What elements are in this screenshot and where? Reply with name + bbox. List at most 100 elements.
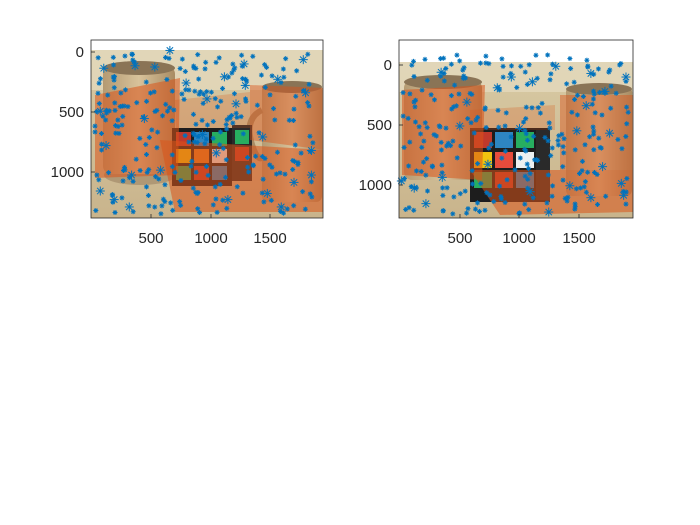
left-texture-marker	[290, 166, 296, 172]
right-keypoint-marker	[525, 187, 535, 197]
right-texture-marker	[411, 58, 417, 64]
right-texture-marker	[617, 62, 623, 68]
right-texture-marker	[624, 176, 630, 182]
right-texture-marker	[484, 190, 490, 196]
right-texture-marker	[514, 84, 520, 90]
left-texture-marker	[234, 114, 240, 120]
right-texture-marker	[533, 157, 539, 163]
right-texture-marker	[623, 134, 629, 140]
right-texture-marker	[592, 110, 598, 116]
left-texture-marker	[160, 113, 166, 119]
right-texture-marker	[422, 56, 428, 62]
left-texture-marker	[226, 114, 232, 120]
left-texture-marker	[193, 121, 199, 127]
left-texture-marker	[196, 76, 202, 82]
left-texture-marker	[103, 107, 109, 113]
left-texture-marker	[129, 51, 135, 57]
right-texture-marker	[527, 171, 533, 177]
left-keypoint-marker	[211, 148, 221, 158]
right-texture-marker	[561, 150, 567, 156]
left-texture-marker	[233, 110, 239, 116]
left-texture-marker	[130, 178, 136, 184]
left-texture-marker	[169, 88, 175, 94]
left-keypoint-marker	[273, 74, 283, 84]
right-x-ticks: 500 1000 1500	[447, 214, 596, 247]
left-texture-marker	[213, 59, 219, 65]
left-texture-marker	[190, 185, 196, 191]
right-texture-marker	[560, 177, 566, 183]
left-texture-marker	[137, 167, 143, 173]
left-texture-marker	[271, 106, 277, 112]
right-texture-marker	[412, 119, 418, 125]
left-texture-marker	[250, 53, 256, 59]
left-keypoint-marker	[276, 202, 286, 212]
right-texture-marker	[438, 139, 444, 145]
right-texture-marker	[608, 105, 614, 111]
left-texture-marker	[164, 76, 170, 82]
left-texture-marker	[143, 141, 149, 147]
right-texture-marker	[591, 88, 597, 94]
right-texture-marker	[433, 133, 439, 139]
right-texture-marker	[599, 112, 605, 118]
right-texture-marker	[400, 113, 406, 119]
left-keypoint-marker	[202, 94, 212, 104]
left-texture-marker	[212, 96, 218, 102]
left-texture-marker	[122, 87, 128, 93]
right-x-tick-label: 1500	[562, 230, 595, 247]
left-keypoint-marker	[124, 202, 134, 212]
left-texture-marker	[120, 113, 126, 119]
left-texture-marker	[269, 73, 275, 79]
left-texture-marker	[278, 209, 284, 215]
left-texture-marker	[92, 129, 98, 135]
left-keypoint-marker	[130, 61, 140, 71]
left-texture-marker	[188, 163, 194, 169]
right-texture-marker	[512, 167, 518, 173]
left-texture-marker	[210, 135, 216, 141]
left-texture-marker	[306, 81, 312, 87]
left-marker-cloud	[92, 51, 316, 217]
left-texture-marker	[121, 103, 127, 109]
right-texture-marker	[488, 141, 494, 147]
left-texture-marker	[119, 122, 125, 128]
right-texture-marker	[458, 143, 464, 149]
left-texture-marker	[115, 117, 121, 123]
left-keypoint-marker	[219, 72, 229, 82]
right-texture-marker	[495, 107, 501, 113]
right-texture-marker	[460, 67, 466, 73]
right-texture-marker	[437, 124, 443, 130]
right-texture-marker	[457, 191, 463, 197]
right-texture-marker	[451, 194, 457, 200]
left-texture-marker	[149, 127, 155, 133]
right-keypoint-marker	[586, 193, 596, 203]
left-texture-marker	[112, 100, 118, 106]
left-texture-marker	[182, 133, 188, 139]
left-texture-marker	[111, 62, 117, 68]
right-texture-marker	[423, 172, 429, 178]
left-texture-marker	[177, 199, 183, 205]
left-texture-marker	[163, 101, 169, 107]
left-texture-marker	[205, 122, 210, 128]
right-keypoint-marker	[436, 67, 446, 77]
right-texture-marker	[407, 139, 413, 145]
right-texture-marker	[573, 186, 579, 192]
right-texture-marker	[441, 55, 447, 61]
right-texture-marker	[452, 82, 458, 88]
right-texture-marker	[496, 124, 502, 130]
left-keypoint-marker	[262, 188, 272, 198]
right-keypoint-marker	[581, 101, 591, 111]
right-texture-marker	[592, 169, 598, 175]
left-texture-marker	[305, 51, 311, 57]
left-x-tick-label: 1500	[253, 230, 286, 247]
right-texture-marker	[589, 101, 595, 107]
right-keypoint-marker	[619, 190, 629, 200]
right-texture-marker	[450, 211, 456, 217]
right-texture-marker	[607, 67, 613, 73]
right-texture-marker	[409, 62, 415, 68]
right-texture-marker	[477, 60, 483, 66]
left-texture-marker	[267, 92, 273, 98]
right-texture-marker	[478, 181, 484, 186]
left-texture-marker	[97, 76, 103, 82]
right-texture-marker	[428, 92, 434, 98]
left-texture-marker	[143, 79, 149, 85]
